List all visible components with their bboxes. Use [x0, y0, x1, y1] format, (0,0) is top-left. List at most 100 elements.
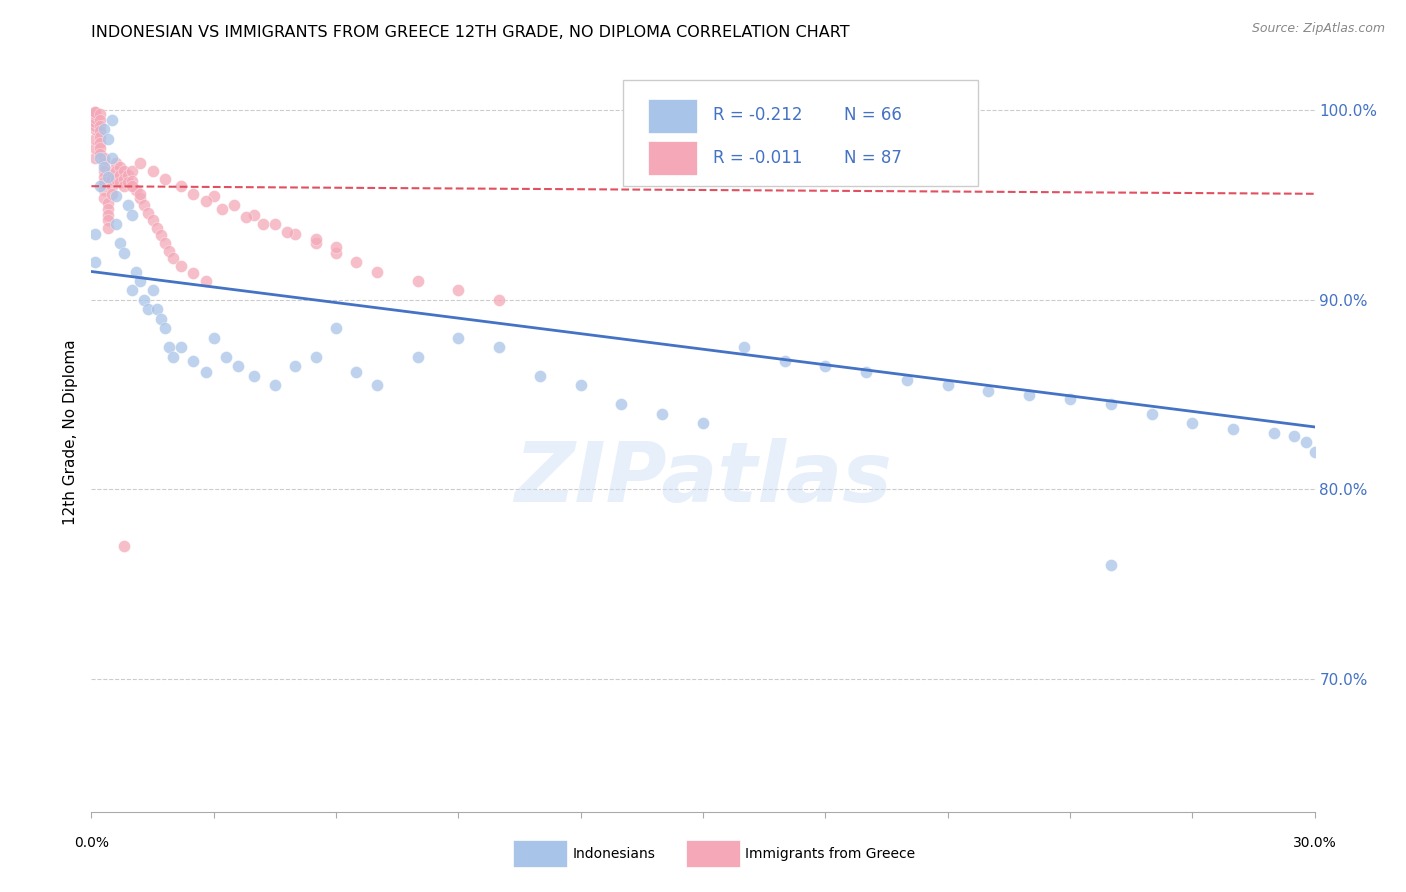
Point [284, 359, 307, 374]
Point [84, 111, 107, 125]
Point [104, 188, 127, 202]
Point [896, 373, 918, 387]
Point [112, 245, 135, 260]
Point [194, 274, 217, 288]
Point [733, 340, 755, 354]
Point [1282, 429, 1305, 443]
Point [93, 169, 115, 184]
Point [284, 227, 307, 241]
Point [104, 171, 127, 186]
Point [84, 107, 107, 121]
Title: INDONESIAN VS IMMIGRANTS FROM GREECE 12TH GRADE, NO DIPLOMA CORRELATION CHART: INDONESIAN VS IMMIGRANTS FROM GREECE 12T… [91, 25, 851, 40]
Point [222, 198, 246, 212]
Point [84, 119, 107, 133]
Point [121, 179, 143, 194]
Point [170, 179, 193, 194]
Point [447, 284, 470, 298]
Point [108, 161, 131, 175]
Point [447, 331, 470, 345]
Point [651, 407, 673, 421]
Point [112, 171, 135, 186]
Point [129, 186, 152, 201]
Point [97, 196, 120, 211]
Text: R = -0.212: R = -0.212 [713, 106, 803, 124]
Text: Indonesians: Indonesians [572, 847, 655, 861]
Point [183, 267, 205, 281]
Point [89, 179, 111, 194]
Text: R = -0.011: R = -0.011 [713, 149, 803, 167]
Point [93, 156, 115, 170]
Point [84, 141, 107, 155]
Point [101, 186, 124, 201]
Point [183, 186, 205, 201]
Point [97, 132, 120, 146]
Point [89, 124, 111, 138]
Point [89, 107, 111, 121]
Point [89, 141, 111, 155]
Point [93, 161, 115, 175]
Point [1263, 425, 1285, 440]
Text: N = 66: N = 66 [844, 106, 901, 124]
Point [129, 156, 152, 170]
Point [1140, 407, 1163, 421]
Point [104, 217, 127, 231]
Point [121, 173, 143, 187]
Text: Immigrants from Greece: Immigrants from Greece [745, 847, 915, 861]
Point [121, 164, 143, 178]
Point [112, 164, 135, 178]
FancyBboxPatch shape [623, 80, 979, 186]
Text: ZIPatlas: ZIPatlas [515, 438, 891, 518]
Point [194, 365, 217, 379]
Point [97, 202, 120, 216]
Point [89, 112, 111, 127]
Point [366, 264, 388, 278]
Point [325, 245, 347, 260]
Point [202, 331, 225, 345]
FancyBboxPatch shape [648, 141, 697, 175]
Point [134, 198, 156, 212]
Point [226, 359, 249, 374]
Point [145, 302, 167, 317]
Point [488, 340, 510, 354]
Point [89, 136, 111, 150]
Point [194, 194, 217, 209]
Text: 30.0%: 30.0% [1292, 836, 1337, 850]
Point [235, 210, 257, 224]
Point [346, 255, 368, 269]
Point [93, 122, 115, 136]
Point [977, 384, 1000, 398]
Point [406, 350, 429, 364]
Point [112, 179, 135, 194]
Point [121, 208, 143, 222]
Point [93, 183, 115, 197]
Point [93, 176, 115, 190]
Point [93, 164, 115, 178]
Point [304, 236, 326, 251]
Point [108, 176, 131, 190]
Point [84, 227, 107, 241]
Text: 0.0%: 0.0% [75, 836, 108, 850]
Point [304, 232, 326, 246]
Point [252, 217, 274, 231]
Point [101, 164, 124, 178]
Point [183, 353, 205, 368]
Point [117, 176, 139, 190]
Point [108, 168, 131, 182]
Point [97, 169, 120, 184]
Point [406, 274, 429, 288]
Point [1303, 444, 1326, 458]
Point [84, 151, 107, 165]
Point [141, 164, 163, 178]
Point [138, 206, 160, 220]
Point [243, 368, 266, 383]
Point [112, 540, 135, 554]
Point [125, 264, 148, 278]
Point [1099, 397, 1122, 411]
Point [93, 151, 115, 165]
Point [129, 274, 152, 288]
Point [117, 198, 139, 212]
Point [97, 208, 120, 222]
Point [529, 368, 551, 383]
Point [101, 112, 124, 127]
Point [202, 188, 225, 202]
